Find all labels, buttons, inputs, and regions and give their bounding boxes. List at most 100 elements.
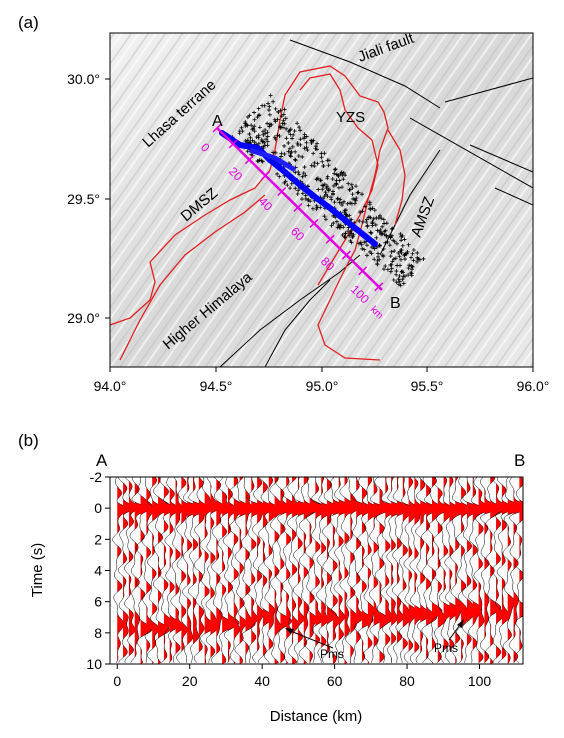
fault-line-ne	[444, 77, 533, 103]
earthquake-event	[334, 219, 339, 224]
earthquake-event	[421, 256, 426, 261]
amsz-boundary	[387, 129, 406, 226]
earthquake-event	[251, 126, 256, 131]
earthquake-event	[348, 238, 353, 243]
earthquake-event	[256, 141, 261, 146]
earthquake-event	[252, 124, 257, 129]
profile-tick	[293, 202, 303, 212]
earthquake-event	[394, 241, 399, 246]
earthquake-event	[267, 122, 272, 127]
earthquake-event	[332, 171, 337, 176]
earthquake-event	[359, 192, 364, 197]
earthquake-event	[273, 150, 278, 155]
earthquake-event	[286, 140, 291, 145]
rf-x-axis-label: Distance (km)	[270, 708, 363, 725]
earthquake-event	[318, 178, 323, 183]
earthquake-event	[362, 247, 367, 252]
fault-line-e1	[409, 117, 533, 189]
earthquake-event	[326, 188, 331, 193]
earthquake-event	[340, 185, 344, 190]
earthquake-event	[392, 239, 397, 244]
earthquake-event	[337, 200, 342, 205]
panel-a-label: (a)	[18, 13, 39, 32]
earthquake-event	[407, 263, 412, 268]
rf-y-tick-label: 4	[94, 563, 102, 579]
earthquake-event	[352, 201, 357, 206]
earthquake-event	[343, 173, 348, 178]
rf-y-tick-label: 2	[94, 531, 102, 547]
earthquake-event	[381, 254, 386, 259]
earthquake-event	[309, 141, 314, 146]
earthquake-event	[309, 163, 314, 168]
rf-y-axis-label: Time (s)	[29, 543, 46, 597]
rf-trace-positive-fill	[245, 477, 256, 664]
earthquake-event	[256, 106, 261, 111]
pms-arrowhead-1	[285, 628, 294, 634]
earthquake-event	[290, 144, 295, 149]
earthquake-event	[348, 201, 353, 206]
earthquake-event	[277, 133, 282, 138]
earthquake-event	[329, 223, 334, 228]
earthquake-event	[360, 219, 365, 224]
earthquake-event	[286, 129, 291, 134]
earthquake-event	[260, 139, 265, 144]
rf-trace-positive-fill	[321, 477, 336, 664]
earthquake-event	[349, 217, 354, 222]
earthquake-event	[304, 145, 309, 150]
earthquake-event	[252, 117, 257, 122]
earthquake-event	[240, 129, 245, 134]
lat-tick-29-0: 29.0°	[67, 310, 100, 326]
earthquake-event	[256, 159, 261, 164]
rf-trace-positive-fill	[181, 477, 194, 664]
earthquake-event	[329, 197, 334, 202]
earthquake-event	[332, 167, 337, 172]
earthquake-event	[381, 267, 386, 272]
earthquake-event	[287, 146, 292, 151]
earthquake-event	[275, 133, 280, 138]
profile-line	[216, 127, 383, 291]
earthquake-event	[243, 138, 248, 143]
earthquake-event	[401, 281, 406, 286]
earthquake-event	[410, 264, 415, 269]
earthquake-event	[278, 108, 283, 113]
earthquake-event	[247, 132, 252, 137]
earthquake-event	[408, 270, 413, 275]
pms-annotations: Pms Pms	[285, 619, 464, 661]
earthquake-event	[338, 171, 343, 176]
earthquake-event	[397, 273, 402, 278]
earthquake-event	[316, 187, 321, 192]
earthquake-event	[398, 283, 403, 288]
earthquake-event	[363, 204, 368, 209]
earthquake-event	[377, 213, 382, 218]
earthquake-event	[382, 221, 387, 226]
earthquake-event	[385, 267, 390, 272]
rf-trace-positive-fill	[501, 477, 514, 664]
earthquake-event	[279, 114, 284, 119]
rf-trace-positive-fill	[461, 477, 473, 664]
earthquake-event	[257, 125, 262, 130]
earthquake-event	[249, 123, 254, 128]
pms-arrow-1	[287, 629, 334, 649]
earthquake-event	[319, 155, 324, 160]
panel-b-label: (b)	[18, 431, 39, 450]
amsz-fault-line	[379, 149, 441, 256]
rf-trace-positive-fill	[198, 477, 210, 664]
rf-trace	[514, 477, 523, 663]
earthquake-event	[263, 131, 268, 136]
earthquake-event	[415, 259, 420, 264]
earthquake-event	[295, 191, 300, 196]
earthquake-event	[256, 135, 261, 140]
rf-trace-positive-fill	[292, 477, 307, 664]
earthquake-event	[260, 129, 265, 134]
earthquake-event	[323, 217, 328, 222]
earthquake-event	[282, 143, 287, 148]
rf-y-tick-label: 0	[94, 500, 102, 516]
earthquake-event	[356, 190, 361, 195]
earthquake-event	[341, 170, 346, 175]
earthquake-event	[331, 183, 336, 188]
rf-x-tick-label: 60	[327, 673, 343, 689]
fault-line-e3	[494, 187, 533, 206]
earthquake-event	[333, 167, 338, 172]
yzs-label: YZS	[336, 109, 365, 126]
earthquake-event	[330, 177, 335, 182]
